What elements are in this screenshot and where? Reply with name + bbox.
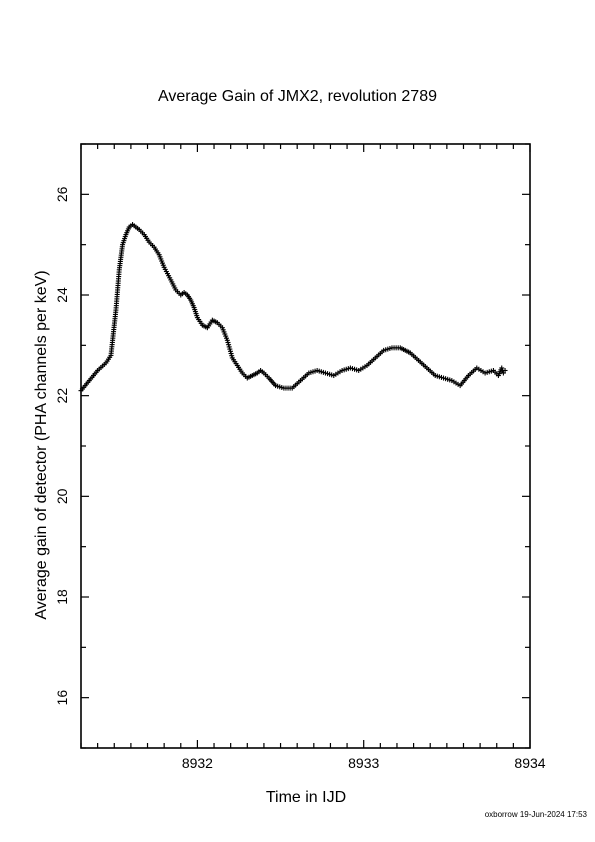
y-tick-label: 16: [54, 690, 70, 706]
y-tick-label: 20: [54, 488, 70, 504]
chart-title: Average Gain of JMX2, revolution 2789: [158, 88, 437, 105]
data-point: [499, 365, 505, 371]
y-tick-label: 18: [54, 589, 70, 605]
plot-frame: [80, 143, 531, 749]
y-tick-label: 22: [54, 388, 70, 404]
data-points: [78, 222, 508, 394]
tick-labels: 16 18 20 22 24 26 8932 8933 8934: [54, 186, 546, 771]
x-tick-label: 8933: [348, 755, 379, 771]
x-tick-label: 8934: [514, 755, 545, 771]
ticks: [80, 143, 531, 749]
footer-credit: oxborrow 19-Jun-2024 17:53: [484, 810, 587, 819]
y-axis-label: Average gain of detector (PHA channels p…: [33, 270, 50, 620]
data-point: [502, 368, 508, 373]
data-point: [500, 370, 506, 376]
axes: [80, 143, 531, 749]
x-axis-label: Time in IJD: [265, 789, 347, 806]
x-tick-label: 8932: [182, 755, 213, 771]
y-tick-label: 24: [54, 287, 70, 303]
y-tick-label: 26: [54, 186, 70, 202]
